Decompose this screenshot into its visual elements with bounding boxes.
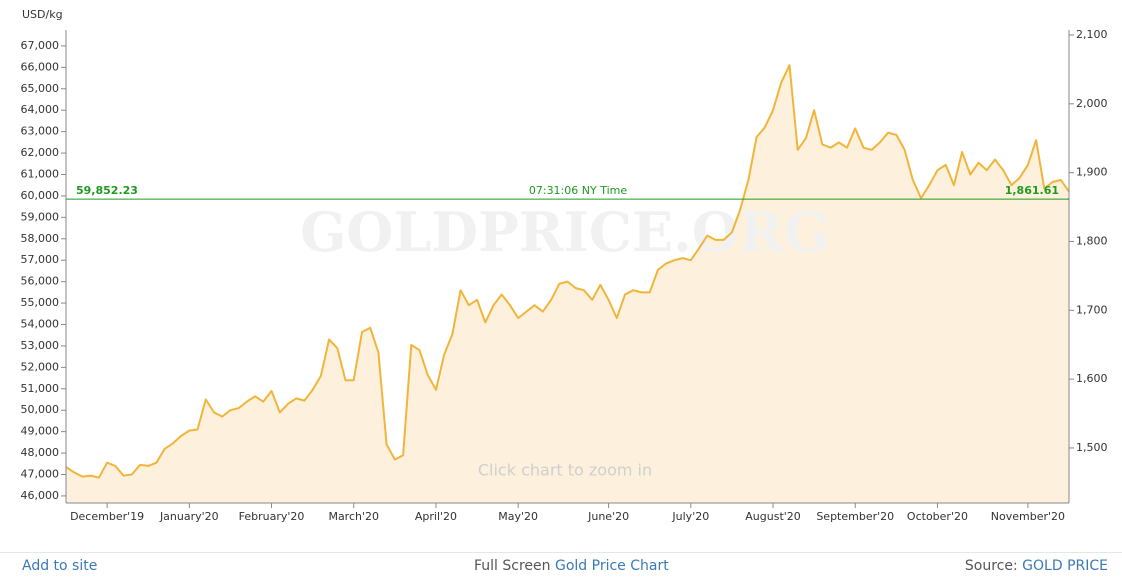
y2-tick-label: 2,000 [1076, 97, 1108, 110]
source-link[interactable]: GOLD PRICE [1022, 558, 1108, 574]
y-tick-label: 49,000 [21, 425, 60, 438]
y-tick-label: 59,000 [21, 210, 60, 223]
separator [0, 552, 1122, 553]
y-tick-label: 64,000 [21, 103, 60, 116]
x-tick-label: November'20 [991, 510, 1065, 523]
y-tick-label: 62,000 [21, 146, 60, 159]
x-tick-label: May'20 [498, 510, 538, 523]
y2-tick-label: 1,900 [1076, 166, 1108, 179]
y-tick-label: 67,000 [21, 39, 60, 52]
y2-tick-label: 1,500 [1076, 441, 1108, 454]
y-tick-label: 50,000 [21, 403, 60, 416]
y-tick-label: 54,000 [21, 318, 60, 331]
y-tick-label: 55,000 [21, 296, 60, 309]
chart: USD/kg GOLDPRICE.ORG Click chart to zoom … [21, 8, 1108, 523]
fullscreen: Full Screen Gold Price Chart [474, 558, 669, 574]
y-tick-label: 52,000 [21, 360, 60, 373]
add-link[interactable]: Add to site [22, 558, 98, 574]
y-tick-label: 66,000 [21, 60, 60, 73]
y2-tick-label: 1,600 [1076, 372, 1108, 385]
y-tick-label: 60,000 [21, 189, 60, 202]
hint: Click chart to zoom in [478, 461, 652, 480]
y-tick-label: 46,000 [21, 489, 60, 502]
source: Source: GOLD PRICE [965, 558, 1108, 574]
add-to-site[interactable]: Add to site [22, 558, 97, 574]
x-tick-label: February'20 [239, 510, 305, 523]
x-tick-label: September'20 [816, 510, 894, 523]
x-tick-label: March'20 [328, 510, 379, 523]
x-tick-label: July'20 [671, 510, 709, 523]
line [65, 64, 1070, 479]
x-tick-label: December'19 [70, 510, 144, 523]
y-tick-label: 63,000 [21, 125, 60, 138]
x-tick-label: June'20 [587, 510, 629, 523]
x-tick-label: January'20 [159, 510, 219, 523]
x-tick-label: April'20 [415, 510, 457, 523]
fullscreen-link[interactable]: Gold Price Chart [554, 558, 669, 574]
y-tick-label: 48,000 [21, 446, 60, 459]
area [66, 65, 1069, 503]
fullscreen-text: Full Screen [474, 558, 551, 574]
watermark: GOLDPRICE.ORG [300, 200, 830, 264]
y-tick-label: 65,000 [21, 82, 60, 95]
y-tick-label: 53,000 [21, 339, 60, 352]
y-tick-label: 51,000 [21, 382, 60, 395]
y-tick-label: 56,000 [21, 275, 60, 288]
y-tick-label: 47,000 [21, 468, 60, 481]
current-time: 07:31:06 NY Time [529, 184, 627, 197]
source-text: Source: [964, 558, 1018, 574]
current-price-label-y2: 1,861.61 [1005, 184, 1059, 197]
y-tick-label: 61,000 [21, 168, 60, 181]
y2-tick-label: 2,100 [1076, 28, 1108, 41]
x-tick-label: August'20 [745, 510, 801, 523]
y2-tick-label: 1,800 [1076, 234, 1108, 247]
current-price-label: 59,852.23 [76, 184, 138, 197]
y2-tick-label: 1,700 [1076, 303, 1108, 316]
x-tick-label: October'20 [907, 510, 968, 523]
y-axis-label: USD/kg [22, 8, 63, 21]
y-tick-label: 57,000 [21, 253, 60, 266]
y-tick-label: 58,000 [21, 232, 60, 245]
